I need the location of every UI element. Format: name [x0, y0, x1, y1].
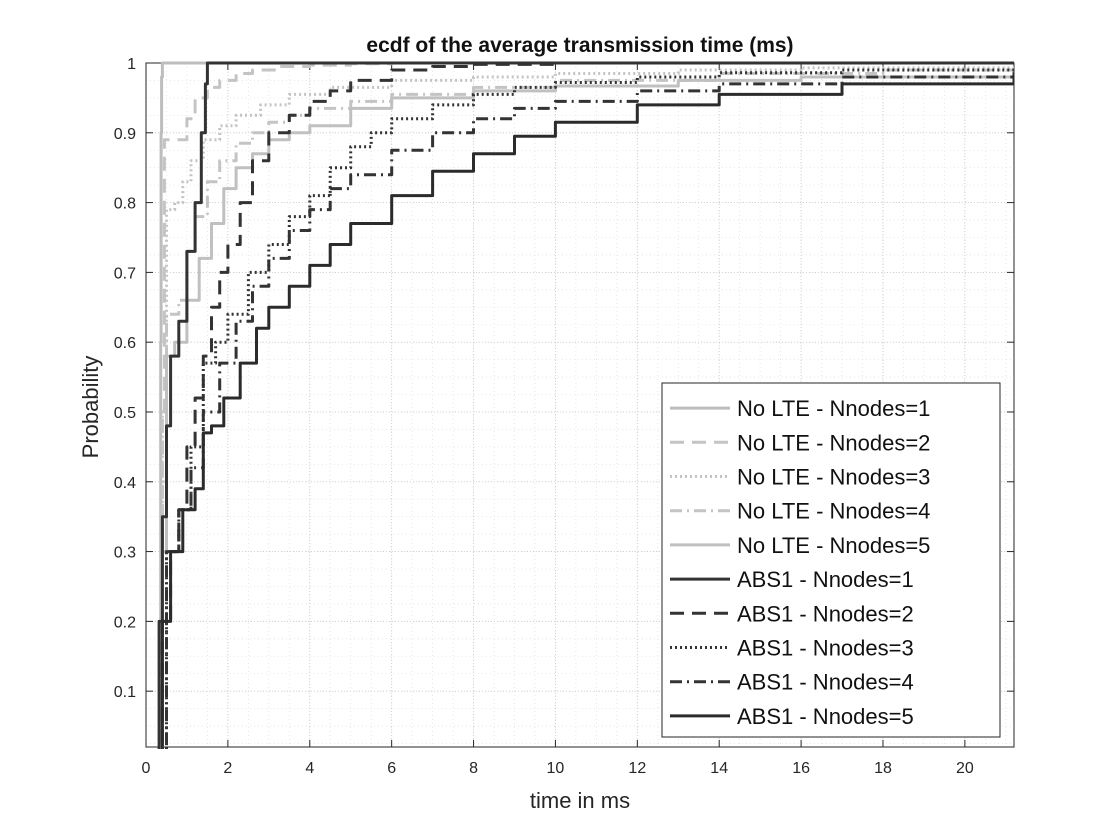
- x-tick-label: 12: [628, 760, 646, 777]
- legend: No LTE - Nnodes=1 No LTE - Nnodes=2 No LTE…: [661, 382, 1001, 738]
- y-tick-label: 0.5: [114, 405, 136, 422]
- y-tick-label: 0.2: [114, 614, 136, 631]
- y-tick-label: 1: [127, 56, 136, 73]
- legend-label: ABS1 - Nnodes=3: [737, 636, 914, 661]
- series-line-4: [160, 67, 1014, 749]
- x-tick-label: 6: [387, 760, 396, 777]
- legend-label: ABS1 - Nnodes=5: [737, 704, 914, 729]
- y-tick-label: 0.9: [114, 126, 136, 143]
- x-tick-label: 14: [710, 760, 728, 777]
- chart-title: ecdf of the average transmission time (m…: [366, 34, 793, 57]
- y-axis-title: Probability: [78, 356, 103, 459]
- legend-label: No LTE - Nnodes=5: [737, 533, 930, 558]
- legend-label: ABS1 - Nnodes=4: [737, 670, 914, 695]
- legend-label: No LTE - Nnodes=2: [737, 430, 930, 455]
- y-tick-label: 0.1: [114, 684, 136, 701]
- y-tick-label: 0.8: [114, 196, 136, 213]
- y-tick-label: 0.3: [114, 545, 136, 562]
- series-lines: [157, 61, 1014, 749]
- series-line-6: [157, 61, 1014, 749]
- x-tick-label: 2: [223, 760, 232, 777]
- legend-label: ABS1 - Nnodes=1: [737, 567, 914, 592]
- y-tick-label: 0.4: [114, 475, 136, 492]
- x-tick-label: 10: [547, 760, 565, 777]
- legend-label: ABS1 - Nnodes=2: [737, 601, 914, 626]
- x-tick-label: 0: [142, 760, 151, 777]
- series-line-10: [160, 73, 1014, 749]
- legend-label: No LTE - Nnodes=4: [737, 499, 930, 524]
- x-tick-label: 18: [874, 760, 892, 777]
- y-tick-label: 0.7: [114, 265, 136, 282]
- series-line-3: [160, 66, 1014, 749]
- x-tick-label: 16: [792, 760, 810, 777]
- x-axis-title: time in ms: [530, 788, 630, 813]
- series-line-8: [165, 67, 1014, 749]
- legend-label: No LTE - Nnodes=1: [737, 396, 930, 421]
- series-line-1: [159, 61, 1014, 749]
- x-tick-label: 20: [956, 760, 974, 777]
- x-tick-label: 8: [469, 760, 478, 777]
- legend-label: No LTE - Nnodes=3: [737, 465, 930, 490]
- x-tick-label: 4: [305, 760, 314, 777]
- series-line-7: [160, 61, 1014, 749]
- y-tick-label: 0.6: [114, 335, 136, 352]
- axis-ticks: 0 2 4 6 8 10 12 14 16 18 20 0.1 0.2 0.3 0.4 0.5 0.6 0.7 0.…: [114, 56, 1014, 777]
